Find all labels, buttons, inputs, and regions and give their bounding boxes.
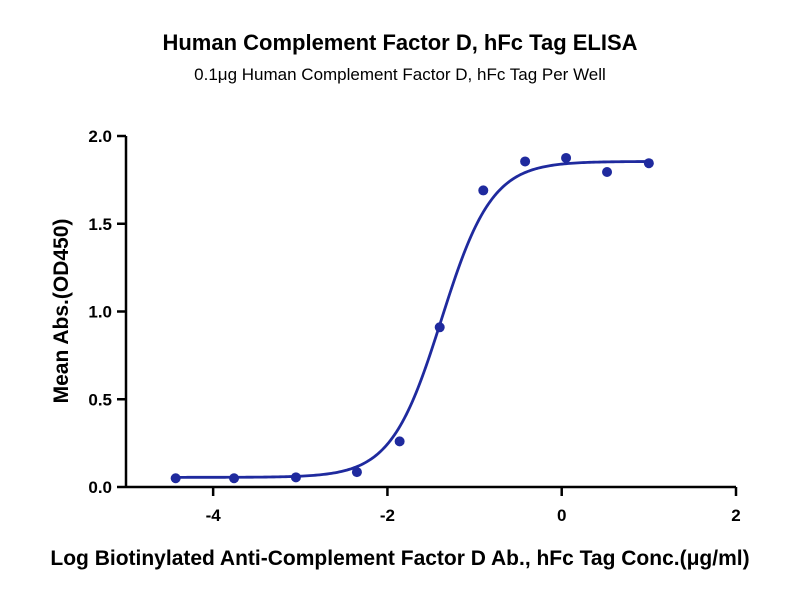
x-tick-label: -2 — [380, 506, 395, 525]
data-points — [170, 152, 654, 484]
y-tick-label: 1.5 — [88, 215, 112, 234]
y-axis-label: Mean Abs.(OD450) — [50, 219, 73, 404]
y-tick-label: 1.0 — [88, 303, 112, 322]
y-tick-label: 0.5 — [88, 390, 112, 409]
y-tick-label: 2.0 — [88, 127, 112, 146]
fit-curve — [175, 160, 649, 479]
y-axis-ticks: 0.0 0.5 1.0 1.5 2.0 — [88, 127, 126, 497]
data-point — [561, 152, 572, 163]
plot-area: 0.0 0.5 1.0 1.5 2.0 -4 -2 0 2 — [88, 127, 740, 525]
chart-title: Human Complement Factor D, hFc Tag ELISA — [162, 30, 637, 55]
data-point — [229, 473, 240, 484]
data-point — [478, 185, 489, 196]
x-axis-label: Log Biotinylated Anti-Complement Factor … — [50, 547, 749, 570]
data-point — [643, 158, 654, 169]
data-point — [602, 166, 613, 177]
data-point — [434, 322, 445, 333]
data-point — [170, 473, 181, 484]
x-axis-ticks: -4 -2 0 2 — [206, 487, 741, 525]
chart-subtitle: 0.1μg Human Complement Factor D, hFc Tag… — [194, 65, 606, 84]
data-point — [351, 467, 362, 478]
data-point — [520, 156, 531, 167]
x-tick-label: 2 — [731, 506, 740, 525]
x-tick-label: -4 — [206, 506, 222, 525]
data-point — [290, 472, 301, 483]
y-tick-label: 0.0 — [88, 478, 112, 497]
data-point — [394, 436, 405, 447]
x-tick-label: 0 — [557, 506, 566, 525]
